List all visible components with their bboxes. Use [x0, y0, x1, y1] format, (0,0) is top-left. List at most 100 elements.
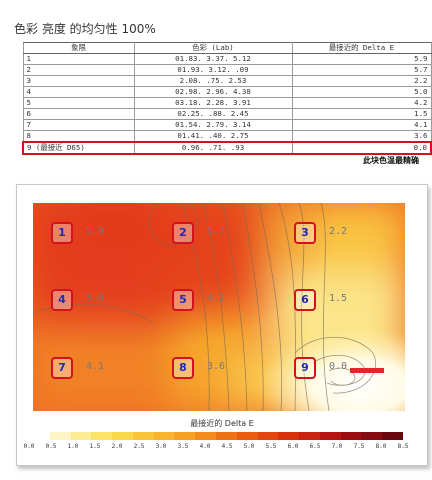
row-label: 8 [22, 130, 135, 143]
scale-swatch [29, 432, 51, 440]
zone-6-marker: 6 [294, 289, 316, 311]
row-label: 1 [22, 53, 135, 65]
row-lab: 0.96. .71. .93 [133, 141, 293, 155]
zone-6-value: 1.5 [329, 293, 348, 304]
table-row: 7 01.54. 2.79. 3.14 4.1 [22, 119, 432, 131]
row-label: 9 (最接近 D65) [22, 141, 135, 155]
header-lab: 色彩 (Lab) [133, 42, 293, 54]
zone-3-marker: 3 [294, 222, 316, 244]
scale-swatch [382, 432, 404, 440]
scale-swatch [319, 432, 342, 440]
scale-tick-label: 2.5 [133, 443, 145, 450]
row-lab: 02.98. 2.96. 4.38 [133, 86, 293, 98]
scale-tick-label: 7.5 [353, 443, 365, 450]
zone-1-value: 5.9 [86, 226, 105, 237]
table-row: 8 01.41. .40. 2.75 3.6 [22, 130, 432, 143]
zone-2-marker: 2 [172, 222, 194, 244]
row-label: 6 [22, 108, 135, 120]
scale-swatch [216, 432, 238, 440]
row-label: 3 [22, 75, 135, 87]
row-lab: 01.54. 2.79. 3.14 [133, 119, 293, 131]
zone-8-value: 3.6 [207, 361, 226, 372]
scale-tick-label: 7.0 [331, 443, 343, 450]
row-delta-e: 4.1 [291, 119, 432, 131]
zone-4-value: 5.0 [86, 293, 105, 304]
table-row: 2 01.93. 3.12. .09 5.7 [22, 64, 432, 76]
table-row: 3 2.08. .75. 2.53 2.2 [22, 75, 432, 87]
scale-tick-label: 5.5 [265, 443, 277, 450]
scale-tick-label: 4.5 [221, 443, 233, 450]
scale-swatch [340, 432, 362, 440]
scale-swatch [49, 432, 72, 440]
scale-swatch [299, 432, 321, 440]
row-delta-e: 0.0 [291, 141, 432, 155]
scale-tick-label: 5.0 [243, 443, 255, 450]
color-scale-ticks: 0.0 0.5 1.0 1.5 2.0 2.5 3.0 3.5 4.0 4.5 5.0 5.5 6.0 6… [24, 443, 415, 453]
scale-tick-label: 8.0 [375, 443, 387, 450]
row-lab: 02.25. .88. 2.45 [133, 108, 293, 120]
scale-tick-label: 6.5 [309, 443, 321, 450]
scale-tick-label: 8.5 [397, 443, 409, 450]
scale-title: 最接近的 Delta E [190, 419, 254, 428]
scale-tick-label: 0.0 [23, 443, 35, 450]
row-delta-e: 4.2 [291, 97, 432, 109]
row-label: 2 [22, 64, 135, 76]
row-lab: 03.18. 2.28. 3.91 [133, 97, 293, 109]
row-delta-e: 5.9 [291, 53, 432, 65]
color-scale-bar [29, 432, 404, 440]
scale-swatch [236, 432, 259, 440]
zone-2-value: 5.7 [207, 226, 226, 237]
scale-swatch [112, 432, 134, 440]
row-lab: 01.93. 3.12. .09 [133, 64, 293, 76]
row-lab: 2.08. .75. 2.53 [133, 75, 293, 87]
row-label: 5 [22, 97, 135, 109]
scale-swatch [195, 432, 217, 440]
table-row: 4 02.98. 2.96. 4.38 5.0 [22, 86, 432, 98]
scale-tick-label: 3.5 [177, 443, 189, 450]
scale-swatch [132, 432, 155, 440]
row-delta-e: 3.6 [291, 130, 432, 143]
row-lab: 01.41. .40. 2.75 [133, 130, 293, 143]
zone-5-value: 4.2 [207, 293, 226, 304]
row-delta-e: 5.0 [291, 86, 432, 98]
scale-tick-label: 3.0 [155, 443, 167, 450]
page-title: 色彩 亮度 的均匀性 100% [14, 22, 156, 36]
zone-7-value: 4.1 [86, 361, 105, 372]
zone-4-marker: 4 [51, 289, 73, 311]
row-label: 7 [22, 119, 135, 131]
scale-swatch [174, 432, 196, 440]
table-row: 1 01.83. 3.37. 5.12 5.9 [22, 53, 432, 65]
heatmap-image [33, 203, 405, 411]
zone-5-marker: 5 [172, 289, 194, 311]
scale-swatch [278, 432, 300, 440]
zone-9-value: 0.0 [329, 361, 348, 372]
row-delta-e: 2.2 [291, 75, 432, 87]
scale-tick-label: 0.5 [45, 443, 57, 450]
zone-7-marker: 7 [51, 357, 73, 379]
header-quadrant: 象限 [22, 42, 135, 54]
scale-swatch [257, 432, 279, 440]
row-delta-e: 1.5 [291, 108, 432, 120]
scale-tick-label: 1.5 [89, 443, 101, 450]
row-delta-e: 5.7 [291, 64, 432, 76]
table-row: 5 03.18. 2.28. 3.91 4.2 [22, 97, 432, 109]
table-row-highlighted: 9 (最接近 D65) 0.96. .71. .93 0.0 [22, 141, 432, 155]
highlight-note: 此块色温最精确 [363, 156, 419, 165]
scale-tick-label: 2.0 [111, 443, 123, 450]
scale-swatch [70, 432, 92, 440]
zone-8-marker: 8 [172, 357, 194, 379]
uniformity-table: 象限 色彩 (Lab) 最接近的 Delta E 1 01.83. 3.37. 5… [22, 42, 432, 155]
zone-1-marker: 1 [51, 222, 73, 244]
table-header-row: 象限 色彩 (Lab) 最接近的 Delta E [22, 42, 432, 54]
table-row: 6 02.25. .88. 2.45 1.5 [22, 108, 432, 120]
scale-tick-label: 1.0 [67, 443, 79, 450]
scale-tick-label: 4.0 [199, 443, 211, 450]
row-label: 4 [22, 86, 135, 98]
scale-swatch [91, 432, 113, 440]
zone-3-value: 2.2 [329, 226, 348, 237]
scale-swatch [361, 432, 383, 440]
row-lab: 01.83. 3.37. 5.12 [133, 53, 293, 65]
scale-swatch [153, 432, 175, 440]
scale-tick-label: 6.0 [287, 443, 299, 450]
zone-9-marker: 9 [294, 357, 316, 379]
